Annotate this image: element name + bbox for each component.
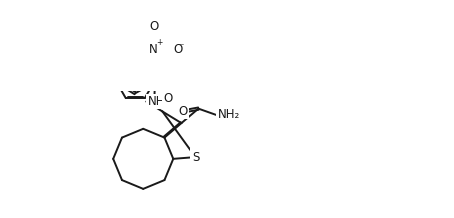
Text: S: S bbox=[192, 151, 200, 164]
Text: +: + bbox=[157, 38, 163, 47]
Text: ⁻: ⁻ bbox=[178, 42, 184, 52]
Text: O: O bbox=[163, 92, 173, 105]
Text: NH: NH bbox=[148, 95, 165, 108]
Text: NH₂: NH₂ bbox=[217, 108, 240, 121]
Text: S: S bbox=[192, 151, 200, 164]
Text: O: O bbox=[149, 20, 158, 33]
Text: O: O bbox=[178, 105, 188, 118]
Text: N: N bbox=[149, 43, 158, 56]
Text: O: O bbox=[173, 43, 183, 56]
